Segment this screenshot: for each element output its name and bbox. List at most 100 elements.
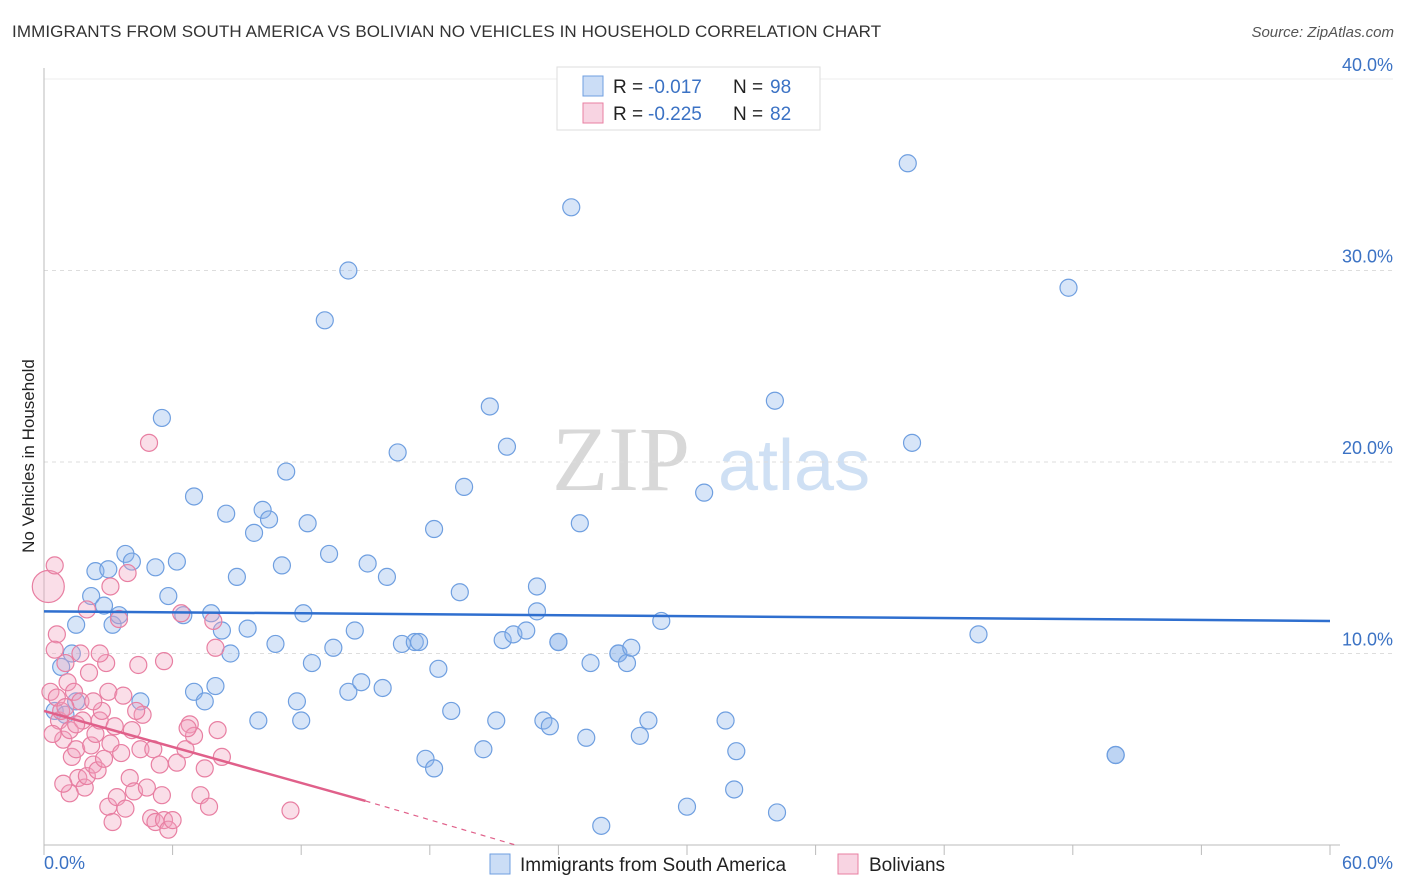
immigrants-point [725,780,744,799]
immigrants-point [277,462,296,481]
bolivians-point [90,644,109,663]
immigrants-point [146,558,165,577]
bolivians-point [47,625,66,644]
bolivians-trend-extension [365,800,516,846]
immigrants-point [577,728,596,747]
bolivians-point [94,749,114,768]
immigrants-point [122,552,141,571]
immigrants-point [677,797,697,816]
bolivians-point [79,663,99,682]
bolivians-point [208,720,227,740]
immigrants-point [424,759,444,778]
bolivians-point [71,644,90,663]
legend-swatch-pink [582,102,604,124]
immigrants-point [622,638,641,657]
immigrants-point [695,483,714,502]
stats-legend: R = -0.017 N = 98 R = -0.225 N = 82 [556,66,821,131]
x-tick-label-max: 60.0% [1342,853,1393,873]
bolivians-point [97,653,116,673]
bolivians-point [109,609,129,629]
immigrants-point [352,673,371,692]
immigrants-point [292,711,311,730]
bolivians-point [116,799,135,818]
immigrants-point [517,621,536,640]
immigrants-point [570,514,589,533]
immigrants-point [324,638,343,657]
bolivians-point [45,640,64,659]
bolivians-point [114,686,133,705]
bolivians-point [163,811,182,830]
immigrants-point [206,676,225,696]
immigrants-point [302,653,322,673]
y-tick-label: 40.0% [1342,55,1393,75]
immigrants-point [474,740,493,759]
immigrants-point [630,726,649,745]
watermark-zip: ZIP [552,408,690,510]
y-ticks: 10.0% 20.0% 30.0% 40.0% [1342,55,1393,650]
x-ticks [43,845,1331,855]
immigrants-point [1106,745,1125,765]
immigrants-point [1059,278,1078,297]
bolivians-point [77,600,96,619]
bolivians-point [199,797,219,816]
immigrants-point [319,544,339,564]
chart-title: IMMIGRANTS FROM SOUTH AMERICA VS BOLIVIA… [12,22,882,41]
bolivians-point [54,774,73,793]
bolivians-point [167,753,186,772]
immigrants-point [716,711,735,730]
immigrants-point [315,311,334,330]
bolivians-point [159,820,178,839]
bottom-legend-label-2: Bolivians [869,855,945,876]
bolivians-point [112,743,131,763]
legend-r-value-1: -0.017 [648,77,702,98]
bolivians-point [195,759,214,778]
gridlines [44,78,1393,654]
immigrants-point [898,154,917,173]
immigrants-point [373,678,392,698]
stats-legend-box [556,66,821,131]
immigrants-point [562,198,581,217]
immigrants-point [339,261,358,280]
y-tick-label: 10.0% [1342,630,1393,650]
y-tick-label: 20.0% [1342,438,1393,458]
legend-swatch-blue [582,75,604,97]
immigrants-point [377,567,397,587]
bolivians-point [154,652,174,671]
immigrants-point [227,567,246,587]
immigrants-point [253,500,272,519]
bolivians-point [88,761,107,780]
immigrants-point [159,586,178,606]
bolivians-point [129,655,148,675]
immigrants-point [480,397,499,416]
immigrants-point [244,523,264,542]
legend-r-value-2: -0.225 [648,104,702,125]
immigrants-point [727,742,746,761]
bolivians-point [56,698,75,717]
legend-n-label-1: N = [733,77,763,98]
immigrants-point [259,510,279,529]
immigrants-point [767,803,787,822]
bolivians-point [43,724,62,744]
legend-r-label-1: R = [613,77,643,98]
immigrants-point [969,625,988,644]
immigrants-point [540,717,559,736]
immigrants-point [493,630,512,650]
immigrants-point [298,514,317,533]
bolivians-point [82,736,101,755]
bolivians-point [137,778,156,797]
immigrants-point [167,552,186,571]
watermark-atlas: atlas [718,426,870,506]
bolivians-point [77,766,96,786]
immigrants-point [217,504,236,523]
bolivians-point [152,786,171,805]
bottom-legend-swatch-blue [489,853,511,875]
bolivians-trend-line [43,709,366,803]
immigrants-point [549,632,568,652]
bottom-legend-label-1: Immigrants from South America [520,855,787,876]
series-bolivians-points [31,433,300,839]
immigrants-point [184,487,204,506]
legend-n-label-2: N = [733,104,763,125]
bolivians-point [45,556,64,575]
bolivians-point [120,768,139,788]
immigrants-trend-line [43,610,1331,623]
